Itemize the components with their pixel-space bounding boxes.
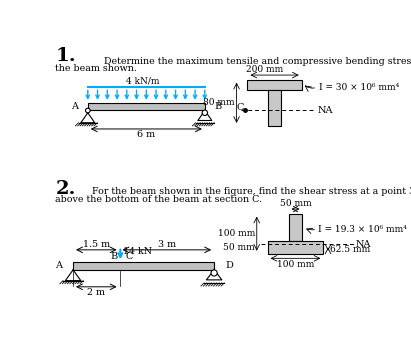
- Bar: [268, 241, 323, 254]
- Bar: [73, 262, 214, 270]
- Text: NA: NA: [356, 240, 372, 249]
- Circle shape: [211, 270, 217, 276]
- Bar: [247, 80, 302, 90]
- Text: 100 mm: 100 mm: [277, 260, 314, 269]
- Text: 62.5 mm: 62.5 mm: [330, 245, 370, 253]
- Text: NA: NA: [317, 106, 332, 115]
- Text: 3 m: 3 m: [158, 240, 176, 249]
- Text: 50 mm: 50 mm: [279, 199, 312, 208]
- Text: 14 kN: 14 kN: [122, 247, 152, 256]
- Text: above the bottom of the beam at section C.: above the bottom of the beam at section …: [55, 195, 262, 204]
- Text: 4 kN/m: 4 kN/m: [126, 77, 159, 86]
- Text: 50 mm: 50 mm: [224, 243, 255, 252]
- Text: B: B: [111, 252, 118, 261]
- Bar: [88, 103, 205, 110]
- Text: A: A: [55, 261, 62, 270]
- Text: A: A: [72, 102, 79, 111]
- Text: 2 m: 2 m: [87, 288, 105, 297]
- Text: C: C: [236, 103, 244, 112]
- Text: C: C: [125, 252, 132, 261]
- Bar: [268, 90, 281, 126]
- Text: 6 m: 6 m: [137, 130, 155, 139]
- Text: 200 mm: 200 mm: [246, 64, 283, 74]
- Circle shape: [85, 108, 90, 113]
- Text: 80 mm: 80 mm: [203, 98, 235, 107]
- Text: 100 mm: 100 mm: [218, 229, 255, 238]
- Bar: [289, 214, 302, 241]
- Text: 1.: 1.: [55, 47, 76, 64]
- Text: I = 30 × 10⁶ mm⁴: I = 30 × 10⁶ mm⁴: [319, 83, 399, 92]
- Text: the beam shown.: the beam shown.: [55, 64, 137, 73]
- Text: B: B: [215, 102, 222, 111]
- Circle shape: [202, 110, 208, 115]
- Text: D: D: [225, 261, 233, 270]
- Text: 2.: 2.: [55, 180, 76, 198]
- Text: Determine the maximum tensile and compressive bending stresses in: Determine the maximum tensile and compre…: [104, 57, 411, 66]
- Text: I = 19.3 × 10⁶ mm⁴: I = 19.3 × 10⁶ mm⁴: [318, 225, 407, 234]
- Text: 1.5 m: 1.5 m: [83, 240, 110, 249]
- Text: For the beam shown in the figure, find the shear stress at a point 30 mm: For the beam shown in the figure, find t…: [92, 188, 411, 197]
